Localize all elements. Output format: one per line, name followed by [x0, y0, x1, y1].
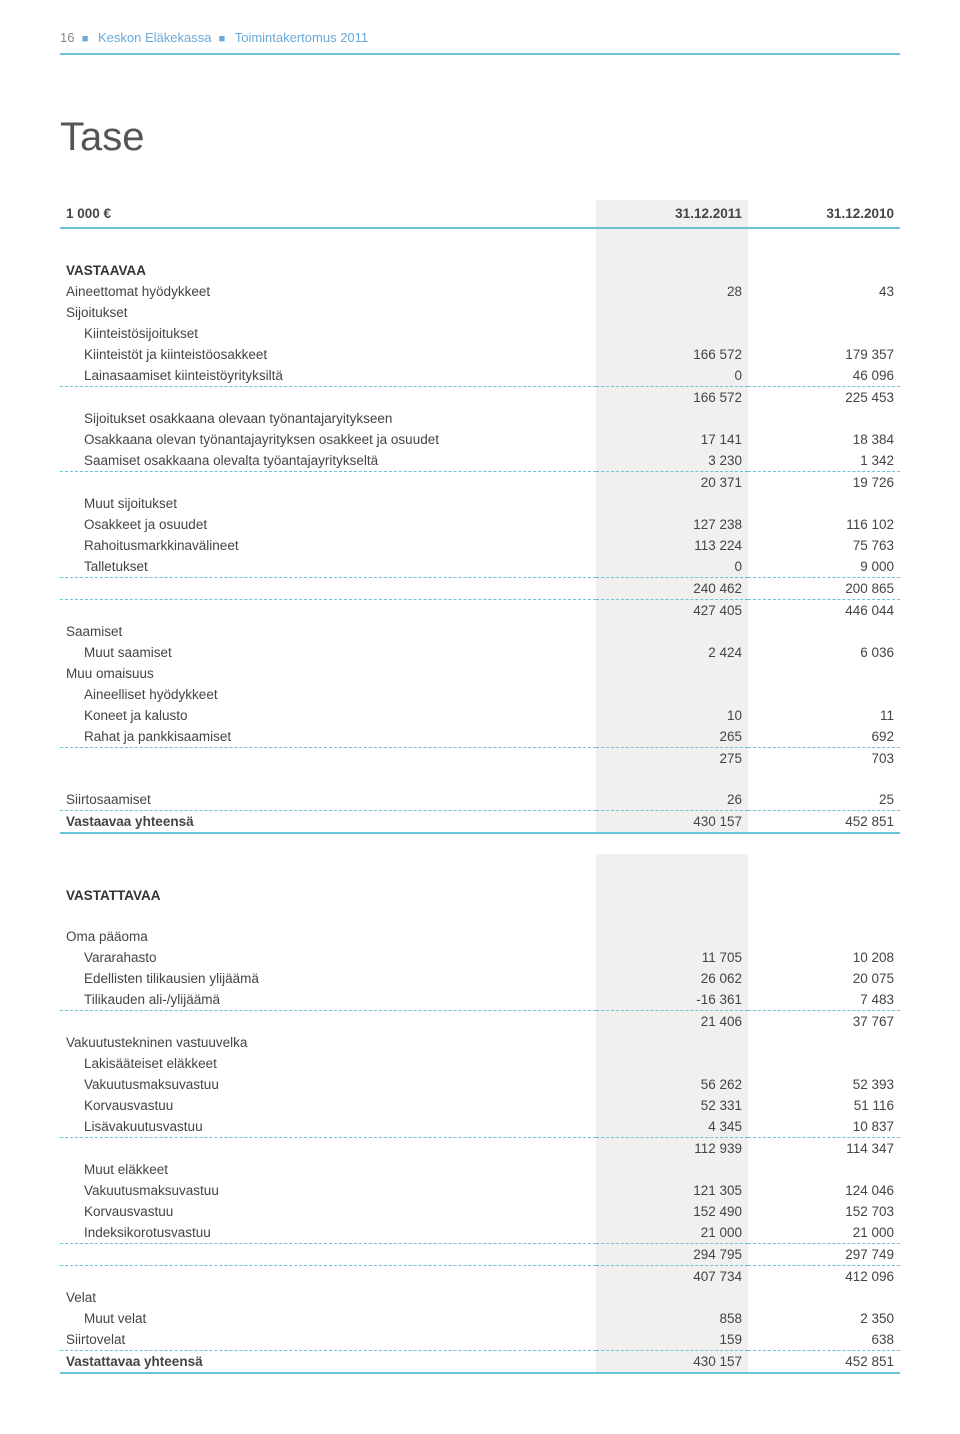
- table-row: Osakkeet ja osuudet 127 238 116 102: [60, 514, 900, 535]
- section-vastattavaa: VASTATTAVAA: [60, 874, 900, 906]
- table-row: Aineettomat hyödykkeet 28 43: [60, 281, 900, 302]
- table-row: Vakuutusmaksuvastuu 56 262 52 393: [60, 1074, 900, 1095]
- table-row: Sijoitukset osakkaana olevaan työnantaja…: [60, 408, 900, 429]
- table-row: Vararahasto 11 705 10 208: [60, 947, 900, 968]
- table-row: Sijoitukset: [60, 302, 900, 323]
- subtotal-row: 275 703: [60, 748, 900, 770]
- subtotal-row: 240 462 200 865: [60, 578, 900, 600]
- table-row: Muut velat 858 2 350: [60, 1308, 900, 1329]
- subtotal-row: 21 406 37 767: [60, 1011, 900, 1033]
- bullet-icon: ■: [82, 33, 89, 45]
- table-header-row: 1 000 € 31.12.2011 31.12.2010: [60, 200, 900, 228]
- table-row: Oma pääoma: [60, 926, 900, 947]
- subtotal-row: 407 734 412 096: [60, 1266, 900, 1288]
- table-row: Velat: [60, 1287, 900, 1308]
- table-row: Edellisten tilikausien ylijäämä 26 062 2…: [60, 968, 900, 989]
- table-row: Siirtosaamiset 26 25: [60, 789, 900, 811]
- subtotal-row: 294 795 297 749: [60, 1244, 900, 1266]
- table-row: Vakuutustekninen vastuuvelka: [60, 1032, 900, 1053]
- table-row: Siirtovelat 159 638: [60, 1329, 900, 1351]
- page-number: 16: [60, 30, 74, 45]
- table-row: Kiinteistösijoitukset: [60, 323, 900, 344]
- subtotal-row: 427 405 446 044: [60, 600, 900, 622]
- table-row: Rahoitusmarkkinavälineet 113 224 75 763: [60, 535, 900, 556]
- page-container: 16 ■ Keskon Eläkekassa ■ Toimintakertomu…: [0, 0, 960, 1434]
- table-row: Tilikauden ali-/ylijäämä -16 361 7 483: [60, 989, 900, 1011]
- total-row: Vastattavaa yhteensä 430 157 452 851: [60, 1351, 900, 1374]
- table-row: Korvausvastuu 152 490 152 703: [60, 1201, 900, 1222]
- total-row: Vastaavaa yhteensä 430 157 452 851: [60, 811, 900, 834]
- subtotal-row: 112 939 114 347: [60, 1138, 900, 1160]
- table-row: Saamiset: [60, 621, 900, 642]
- table-row: Koneet ja kalusto 10 11: [60, 705, 900, 726]
- table-row: Muut eläkkeet: [60, 1159, 900, 1180]
- table-row: Indeksikorotusvastuu 21 000 21 000: [60, 1222, 900, 1244]
- table-row: Muut sijoitukset: [60, 493, 900, 514]
- subtotal-row: 20 371 19 726: [60, 472, 900, 494]
- page-title: Tase: [60, 115, 900, 160]
- header-org: Keskon Eläkekassa: [98, 30, 211, 45]
- table-row: Talletukset 0 9 000: [60, 556, 900, 578]
- table-row: Muu omaisuus: [60, 663, 900, 684]
- table-row: Lakisääteiset eläkkeet: [60, 1053, 900, 1074]
- table-row: Lainasaamiset kiinteistöyrityksiltä 0 46…: [60, 365, 900, 387]
- running-header: 16 ■ Keskon Eläkekassa ■ Toimintakertomu…: [60, 30, 900, 45]
- balance-sheet-table: 1 000 € 31.12.2011 31.12.2010 VASTAAVAA …: [60, 200, 900, 1374]
- table-row: Lisävakuutusvastuu 4 345 10 837: [60, 1116, 900, 1138]
- col-label: 1 000 €: [60, 200, 596, 228]
- table-row: Osakkaana olevan työnantajayrityksen osa…: [60, 429, 900, 450]
- header-doc: Toimintakertomus 2011: [235, 30, 368, 45]
- table-row: Kiinteistöt ja kiinteistöosakkeet 166 57…: [60, 344, 900, 365]
- bullet-icon: ■: [219, 33, 226, 45]
- col-2011: 31.12.2011: [596, 200, 748, 228]
- section-vastaavaa: VASTAAVAA: [60, 249, 900, 281]
- table-row: Vakuutusmaksuvastuu 121 305 124 046: [60, 1180, 900, 1201]
- table-row: Muut saamiset 2 424 6 036: [60, 642, 900, 663]
- table-row: Korvausvastuu 52 331 51 116: [60, 1095, 900, 1116]
- header-rule: [60, 53, 900, 55]
- table-row: Aineelliset hyödykkeet: [60, 684, 900, 705]
- table-row: Saamiset osakkaana olevalta työantajayri…: [60, 450, 900, 472]
- subtotal-row: 166 572 225 453: [60, 387, 900, 409]
- col-2010: 31.12.2010: [748, 200, 900, 228]
- table-row: Rahat ja pankkisaamiset 265 692: [60, 726, 900, 748]
